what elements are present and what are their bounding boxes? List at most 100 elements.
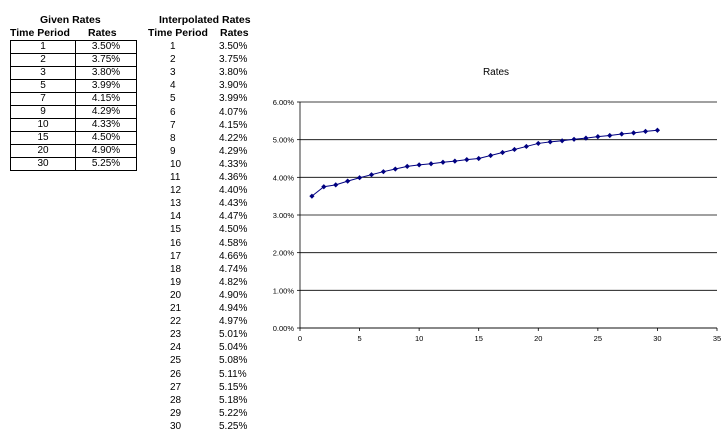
x-tick-label: 30 <box>653 334 661 343</box>
data-point <box>499 149 506 156</box>
given-rate-cell: 4.90% <box>75 144 137 158</box>
interpolated-rate-cell: 4.15% <box>219 119 248 131</box>
interpolated-period-cell: 21 <box>170 303 182 314</box>
given-period-cell: 30 <box>10 157 76 171</box>
interpolated-rate-cell: 4.58% <box>219 237 248 249</box>
interpolated-rate-cell: 5.11% <box>219 368 247 380</box>
interpolated-period-cell: 14 <box>170 211 182 223</box>
interpolated-period-cell: 15 <box>170 224 182 236</box>
interpolated-rate-cell: 4.43% <box>219 198 248 210</box>
interpolated-rate-cell: 5.01% <box>219 329 248 341</box>
interpolated-rate-cell: 5.15% <box>219 381 248 393</box>
interpolated-rate-cell: 3.99% <box>219 93 248 105</box>
data-point <box>511 146 518 153</box>
interpolated-rate-cell: 4.22% <box>219 132 248 144</box>
data-point <box>416 162 422 168</box>
interpolated-period-cell: 16 <box>170 237 182 249</box>
interpolated-rate-cell: 5.22% <box>219 407 248 419</box>
interpolated-period-cell: 20 <box>170 289 182 301</box>
data-point <box>571 136 577 142</box>
interpolated-period-cell: 19 <box>170 276 182 288</box>
table-row: 15 4.50% <box>10 131 137 145</box>
interpolated-period-cell: 11 <box>170 172 181 183</box>
interpolated-period-cell: 23 <box>170 329 182 341</box>
y-tick-label: 3.00% <box>273 211 295 220</box>
data-point <box>642 128 649 134</box>
data-point <box>476 155 482 162</box>
rates-line-chart: Rates 0.00% 1.00% 2.00% 3.00% 4.00% 5.00% 6.00… <box>273 67 721 343</box>
interpolated-period-cell: 17 <box>170 250 182 262</box>
x-tick-label: 35 <box>713 334 721 343</box>
data-point <box>488 152 494 159</box>
given-period-cell: 20 <box>10 144 76 158</box>
interpolated-rate-cell: 4.50% <box>219 224 248 236</box>
given-rate-cell: 3.99% <box>75 79 137 93</box>
interpolated-period-cell: 12 <box>170 185 182 197</box>
interpolated-rate-cell: 4.90% <box>219 289 248 301</box>
interpolated-period-cell: 26 <box>170 368 182 380</box>
interpolated-rate-cell: 4.94% <box>219 303 248 314</box>
interpolated-rate-cell: 4.40% <box>219 185 248 197</box>
interpolated-period-cell: 29 <box>170 407 182 419</box>
data-point <box>368 172 375 178</box>
given-rate-cell: 3.75% <box>75 53 137 67</box>
x-tick-label: 0 <box>298 334 302 343</box>
interpolated-rate-cell: 4.47% <box>219 211 248 223</box>
given-rate-cell: 4.15% <box>75 92 137 106</box>
interpolated-period-cell: 10 <box>170 158 182 170</box>
interpolated-rate-cell: 4.33% <box>219 158 248 170</box>
given-period-cell: 1 <box>10 40 76 54</box>
given-period-cell: 10 <box>10 118 76 132</box>
table-row: 30 5.25% <box>10 157 137 171</box>
y-tick-label: 1.00% <box>273 286 295 295</box>
given-rates-table: 1 3.50% 2 3.75% 3 3.80% 5 3.99% 7 4.15% 9 4.29% 10 4.… <box>10 40 137 171</box>
data-point <box>392 166 398 172</box>
interpolated-period-cell: 25 <box>170 355 182 367</box>
table-row: 7 4.15% <box>10 92 137 106</box>
y-tick-label: 4.00% <box>273 173 295 182</box>
y-tick-label: 5.00% <box>273 136 295 145</box>
given-period-cell: 7 <box>10 92 76 106</box>
interpolated-col-rate-header: Rates <box>220 27 249 39</box>
table-row: 1 3.50% <box>10 40 137 54</box>
interpolated-period-cell: 7 <box>170 119 176 131</box>
data-point <box>535 140 541 147</box>
interpolated-period-cell: 2 <box>170 54 176 66</box>
table-row: 10 4.33% <box>10 118 137 132</box>
interpolated-period-cell: 6 <box>170 106 176 118</box>
y-tick-label: 2.00% <box>273 249 295 258</box>
interpolated-rate-cell: 4.97% <box>219 316 248 328</box>
interpolated-rate-cell: 5.08% <box>219 355 248 367</box>
data-point <box>333 182 339 188</box>
given-rate-cell: 4.33% <box>75 118 137 132</box>
interpolated-rate-cell: 4.07% <box>219 106 248 118</box>
x-tick-label: 20 <box>534 334 542 343</box>
given-col-rate-header: Rates <box>88 27 117 39</box>
interpolated-period-cell: 22 <box>170 316 182 328</box>
interpolated-rate-cell: 4.74% <box>219 263 248 275</box>
interpolated-period-cell: 18 <box>170 263 182 275</box>
interpolated-rates-title: Interpolated Rates <box>159 14 251 26</box>
interpolated-period-cell: 24 <box>170 342 182 354</box>
given-period-cell: 3 <box>10 66 76 80</box>
y-tick-label: 0.00% <box>273 324 295 333</box>
interpolated-rate-cell: 3.75% <box>219 54 248 66</box>
data-point <box>583 135 589 141</box>
y-tick-label: 6.00% <box>273 98 295 107</box>
interpolated-rate-cell: 5.25% <box>219 420 248 432</box>
given-rate-cell: 5.25% <box>75 157 137 171</box>
given-period-cell: 2 <box>10 53 76 67</box>
interpolated-rate-cell: 3.90% <box>219 80 248 92</box>
given-rate-cell: 3.50% <box>75 40 137 54</box>
given-period-cell: 15 <box>10 131 76 145</box>
data-point <box>356 175 363 181</box>
data-point <box>464 157 470 163</box>
chart-title: Rates <box>483 67 509 78</box>
data-point <box>619 131 625 137</box>
interpolated-rate-cell: 4.82% <box>219 276 248 288</box>
interpolated-rate-cell: 5.18% <box>219 394 248 406</box>
data-point <box>523 143 529 150</box>
data-point <box>345 178 351 184</box>
data-point <box>654 127 661 133</box>
interpolated-period-cell: 4 <box>170 80 176 92</box>
